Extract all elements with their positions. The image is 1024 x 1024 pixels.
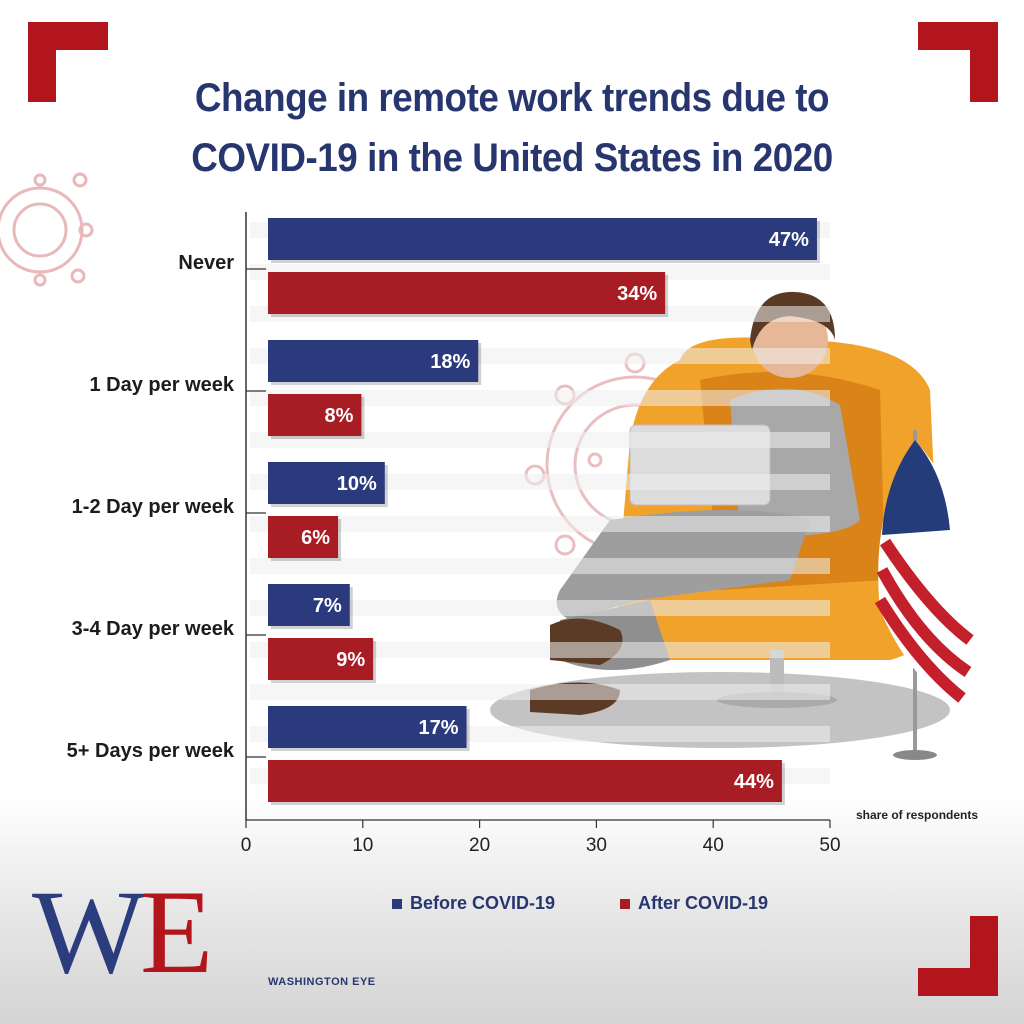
bar-after-1 (268, 394, 362, 436)
background-stripe (250, 558, 830, 574)
chart-title-line-2: COVID-19 in the United States in 2020 (191, 136, 833, 180)
bar-data-label: 47% (769, 229, 809, 251)
bar-before-2 (268, 462, 385, 504)
bar-before-3 (268, 584, 350, 626)
background-stripe (250, 600, 830, 616)
virus-decoration-left (0, 172, 94, 287)
x-tick-label: 40 (703, 835, 724, 856)
background-stripe (250, 516, 830, 532)
legend-label-before: Before COVID-19 (410, 893, 556, 913)
bar-after-3 (268, 638, 374, 680)
bar-data-label: 34% (617, 283, 657, 305)
background-stripe (250, 390, 830, 406)
category-label: 5+ Days per week (66, 740, 234, 762)
bar-data-label: 10% (337, 473, 377, 495)
category-label: 1-2 Day per week (71, 496, 234, 518)
bar-after-4 (268, 760, 782, 802)
category-label: Never (178, 252, 234, 274)
bar-before-4 (268, 706, 467, 748)
bar-data-label: 7% (313, 595, 342, 617)
bar-data-label: 17% (419, 717, 459, 739)
logo-wordmark: WASHINGTON EYE (268, 976, 376, 988)
x-tick-label: 10 (352, 835, 373, 856)
background-stripe (250, 684, 830, 700)
bar-data-label: 8% (325, 405, 354, 427)
background-stripe (250, 474, 830, 490)
background-stripe (250, 432, 830, 448)
legend-swatch-after (620, 898, 630, 909)
legend-item-before: Before COVID-19 (392, 893, 555, 914)
corner-decoration-top-left (28, 22, 108, 102)
x-tick-label: 0 (241, 835, 252, 856)
legend-label-after: After COVID-19 (638, 893, 769, 913)
bar-data-label: 9% (336, 649, 365, 671)
bar-before-1 (268, 340, 479, 382)
category-label: 1 Day per week (89, 374, 234, 396)
logo-letter-e: E (140, 865, 214, 998)
bar-after-0 (268, 272, 666, 314)
chart-title-line-1: Change in remote work trends due to (194, 76, 830, 120)
x-tick-label: 20 (469, 835, 490, 856)
x-tick-label: 50 (819, 835, 840, 856)
washington-eye-logo: W E (32, 872, 262, 992)
bar-data-label: 6% (301, 527, 330, 549)
corner-decoration-top-right (918, 22, 998, 102)
category-label: 3-4 Day per week (71, 618, 234, 640)
x-axis-label: share of respondents (856, 808, 979, 822)
legend-swatch-before (392, 898, 402, 909)
legend-item-after: After COVID-19 (620, 893, 768, 914)
background-stripe (250, 642, 830, 658)
x-tick-label: 30 (586, 835, 607, 856)
corner-decoration-bottom-right (918, 916, 998, 996)
bar-after-2 (268, 516, 339, 558)
bar-data-label: 44% (734, 771, 774, 793)
logo-letter-w: W (32, 865, 145, 998)
bar-before-0 (268, 218, 817, 260)
bar-data-label: 18% (430, 351, 470, 373)
